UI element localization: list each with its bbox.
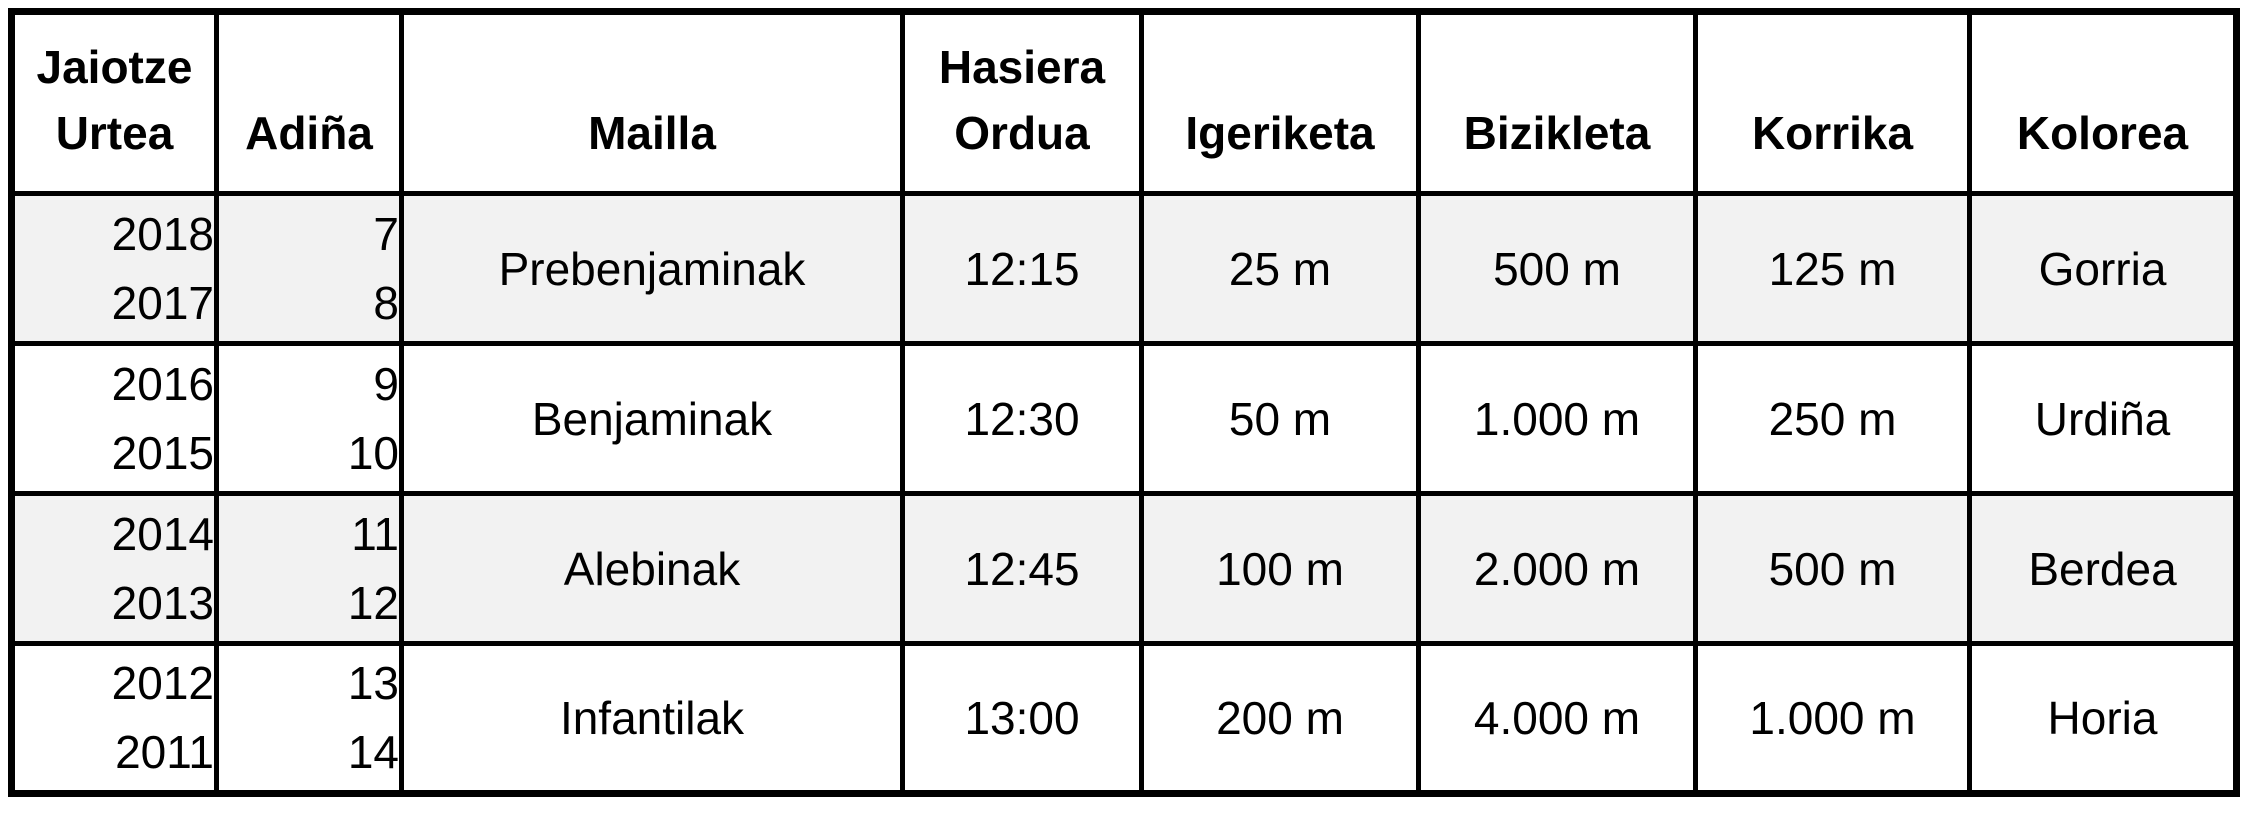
age-value: 8 bbox=[373, 276, 399, 329]
header-cell-kolorea: Kolorea bbox=[1967, 9, 2239, 196]
age-value: 13 bbox=[347, 657, 399, 709]
cell-bike-distance: 1.000 m bbox=[1416, 341, 1698, 496]
cell-birth-years: 2012 2011 bbox=[9, 641, 219, 796]
cell-run-distance: 125 m bbox=[1693, 191, 1972, 346]
cell-mailla: Alebinak bbox=[399, 491, 905, 646]
header-cell-mailla: Mailla bbox=[399, 9, 905, 196]
page: Jaiotze Urtea Adiña Mailla Hasiera Ordua… bbox=[8, 8, 2240, 797]
header-row: Jaiotze Urtea Adiña Mailla Hasiera Ordua… bbox=[9, 9, 2239, 196]
cell-bike-distance: 4.000 m bbox=[1416, 641, 1698, 796]
table-row: 2018 2017 7 8 Prebenjaminak 12:15 25 m 5… bbox=[9, 191, 2239, 346]
header-cell-jaiotze-urtea: Jaiotze Urtea bbox=[9, 9, 219, 196]
age-value: 9 bbox=[373, 357, 399, 410]
header-cell-bizikleta: Bizikleta bbox=[1416, 9, 1698, 196]
header-hasiera-line: Hasiera bbox=[938, 40, 1106, 93]
age-value: 12 bbox=[347, 576, 399, 629]
birth-year-value: 2012 bbox=[111, 657, 214, 709]
header-urtea-line: Urtea bbox=[55, 107, 174, 160]
birth-year-value: 2017 bbox=[111, 276, 214, 329]
birth-year-value: 2011 bbox=[115, 726, 214, 778]
cell-swim-distance: 25 m bbox=[1139, 191, 1421, 346]
header-cell-adina: Adiña bbox=[214, 9, 404, 196]
cell-ages: 13 14 bbox=[214, 641, 404, 796]
cell-color: Berdea bbox=[1967, 491, 2239, 646]
table-row: 2014 2013 11 12 Alebinak 12:45 100 m 2.0… bbox=[9, 491, 2239, 646]
header-cell-korrika: Korrika bbox=[1693, 9, 1972, 196]
cell-swim-distance: 50 m bbox=[1139, 341, 1421, 496]
cell-run-distance: 500 m bbox=[1693, 491, 1972, 646]
cell-mailla: Benjaminak bbox=[399, 341, 905, 496]
age-value: 10 bbox=[347, 426, 399, 479]
birth-year-value: 2018 bbox=[111, 207, 214, 260]
cell-birth-years: 2014 2013 bbox=[9, 491, 219, 646]
cell-ages: 7 8 bbox=[214, 191, 404, 346]
cell-start-time: 12:45 bbox=[900, 491, 1144, 646]
cell-color: Horia bbox=[1967, 641, 2239, 796]
cell-run-distance: 1.000 m bbox=[1693, 641, 1972, 796]
cell-color: Urdiña bbox=[1967, 341, 2239, 496]
cell-bike-distance: 500 m bbox=[1416, 191, 1698, 346]
birth-year-value: 2014 bbox=[111, 507, 214, 560]
birth-year-value: 2013 bbox=[111, 576, 214, 629]
cell-mailla: Infantilak bbox=[399, 641, 905, 796]
age-value: 7 bbox=[373, 207, 399, 260]
cell-run-distance: 250 m bbox=[1693, 341, 1972, 496]
header-jaiotze-line: Jaiotze bbox=[36, 40, 193, 93]
birth-year-value: 2015 bbox=[111, 426, 214, 479]
cell-mailla: Prebenjaminak bbox=[399, 191, 905, 346]
birth-year-value: 2016 bbox=[111, 357, 214, 410]
cell-start-time: 12:15 bbox=[900, 191, 1144, 346]
age-value: 11 bbox=[351, 507, 399, 560]
cell-start-time: 13:00 bbox=[900, 641, 1144, 796]
cell-swim-distance: 200 m bbox=[1139, 641, 1421, 796]
header-ordua-line: Ordua bbox=[954, 107, 1090, 160]
table-row: 2016 2015 9 10 Benjaminak 12:30 50 m 1.0… bbox=[9, 341, 2239, 496]
cell-swim-distance: 100 m bbox=[1139, 491, 1421, 646]
cell-ages: 11 12 bbox=[214, 491, 404, 646]
cell-birth-years: 2018 2017 bbox=[9, 191, 219, 346]
age-value: 14 bbox=[347, 726, 399, 778]
cell-start-time: 12:30 bbox=[900, 341, 1144, 496]
cell-birth-years: 2016 2015 bbox=[9, 341, 219, 496]
header-cell-igeriketa: Igeriketa bbox=[1139, 9, 1421, 196]
cell-ages: 9 10 bbox=[214, 341, 404, 496]
race-categories-table: Jaiotze Urtea Adiña Mailla Hasiera Ordua… bbox=[8, 8, 2240, 797]
table-row: 2012 2011 13 14 Infantilak 13:00 200 m 4… bbox=[9, 641, 2239, 796]
cell-color: Gorria bbox=[1967, 191, 2239, 346]
cell-bike-distance: 2.000 m bbox=[1416, 491, 1698, 646]
header-cell-hasiera-ordua: Hasiera Ordua bbox=[900, 9, 1144, 196]
